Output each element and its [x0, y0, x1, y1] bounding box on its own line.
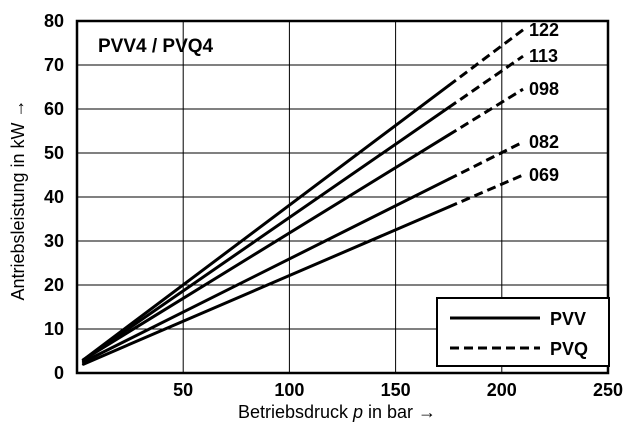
x-tick-250: 250	[593, 380, 623, 400]
y-tick-70: 70	[44, 55, 64, 75]
x-tick-150: 150	[381, 380, 411, 400]
series-069-solid	[81, 205, 451, 366]
series-098-dashed	[447, 87, 524, 137]
series-113-solid	[81, 106, 451, 362]
series-122-dashed	[447, 28, 524, 87]
legend: PVV PVQ	[436, 297, 610, 367]
x-axis-label-text: Betriebsdruck	[238, 402, 353, 422]
chart-title: PVV4 / PVQ4	[98, 36, 214, 57]
x-tick-100: 100	[274, 380, 304, 400]
x-tick-50: 50	[173, 380, 193, 400]
series-122-solid	[81, 84, 451, 362]
plot-frame	[75, 19, 610, 375]
series-082-solid	[81, 177, 451, 364]
series-lines	[81, 28, 524, 366]
legend-box	[436, 297, 610, 367]
y-tick-50: 50	[44, 143, 64, 163]
legend-label-pvq: PVQ	[550, 339, 588, 359]
series-113-dashed	[447, 54, 524, 109]
x-axis-label: Betriebsdruck p in bar →	[238, 402, 436, 422]
y-tick-20: 20	[44, 275, 64, 295]
series-069-dashed	[448, 173, 524, 209]
y-tick-10: 10	[44, 319, 64, 339]
x-tick-200: 200	[487, 380, 517, 400]
x-axis-label-variable: p	[352, 402, 363, 422]
y-tick-0: 0	[54, 363, 64, 383]
series-082-dashed	[448, 140, 524, 181]
series-label-122: 122	[529, 20, 559, 40]
tick-labels: 0 10 20 30 40 50 60 70 80 50 100 150 200 250	[44, 11, 623, 400]
series-label-069: 069	[529, 165, 559, 185]
y-tick-80: 80	[44, 11, 64, 31]
x-axis-label-unit: in bar →	[363, 402, 436, 422]
y-axis-label: Antriebsleistung in kW →	[8, 99, 28, 300]
y-tick-40: 40	[44, 187, 64, 207]
series-098-solid	[81, 133, 451, 362]
series-labels: 122 113 098 082 069	[529, 20, 559, 185]
y-tick-60: 60	[44, 99, 64, 119]
legend-label-pvv: PVV	[550, 309, 586, 329]
y-tick-30: 30	[44, 231, 64, 251]
series-label-113: 113	[529, 46, 558, 66]
series-label-098: 098	[529, 79, 559, 99]
series-label-082: 082	[529, 132, 559, 152]
